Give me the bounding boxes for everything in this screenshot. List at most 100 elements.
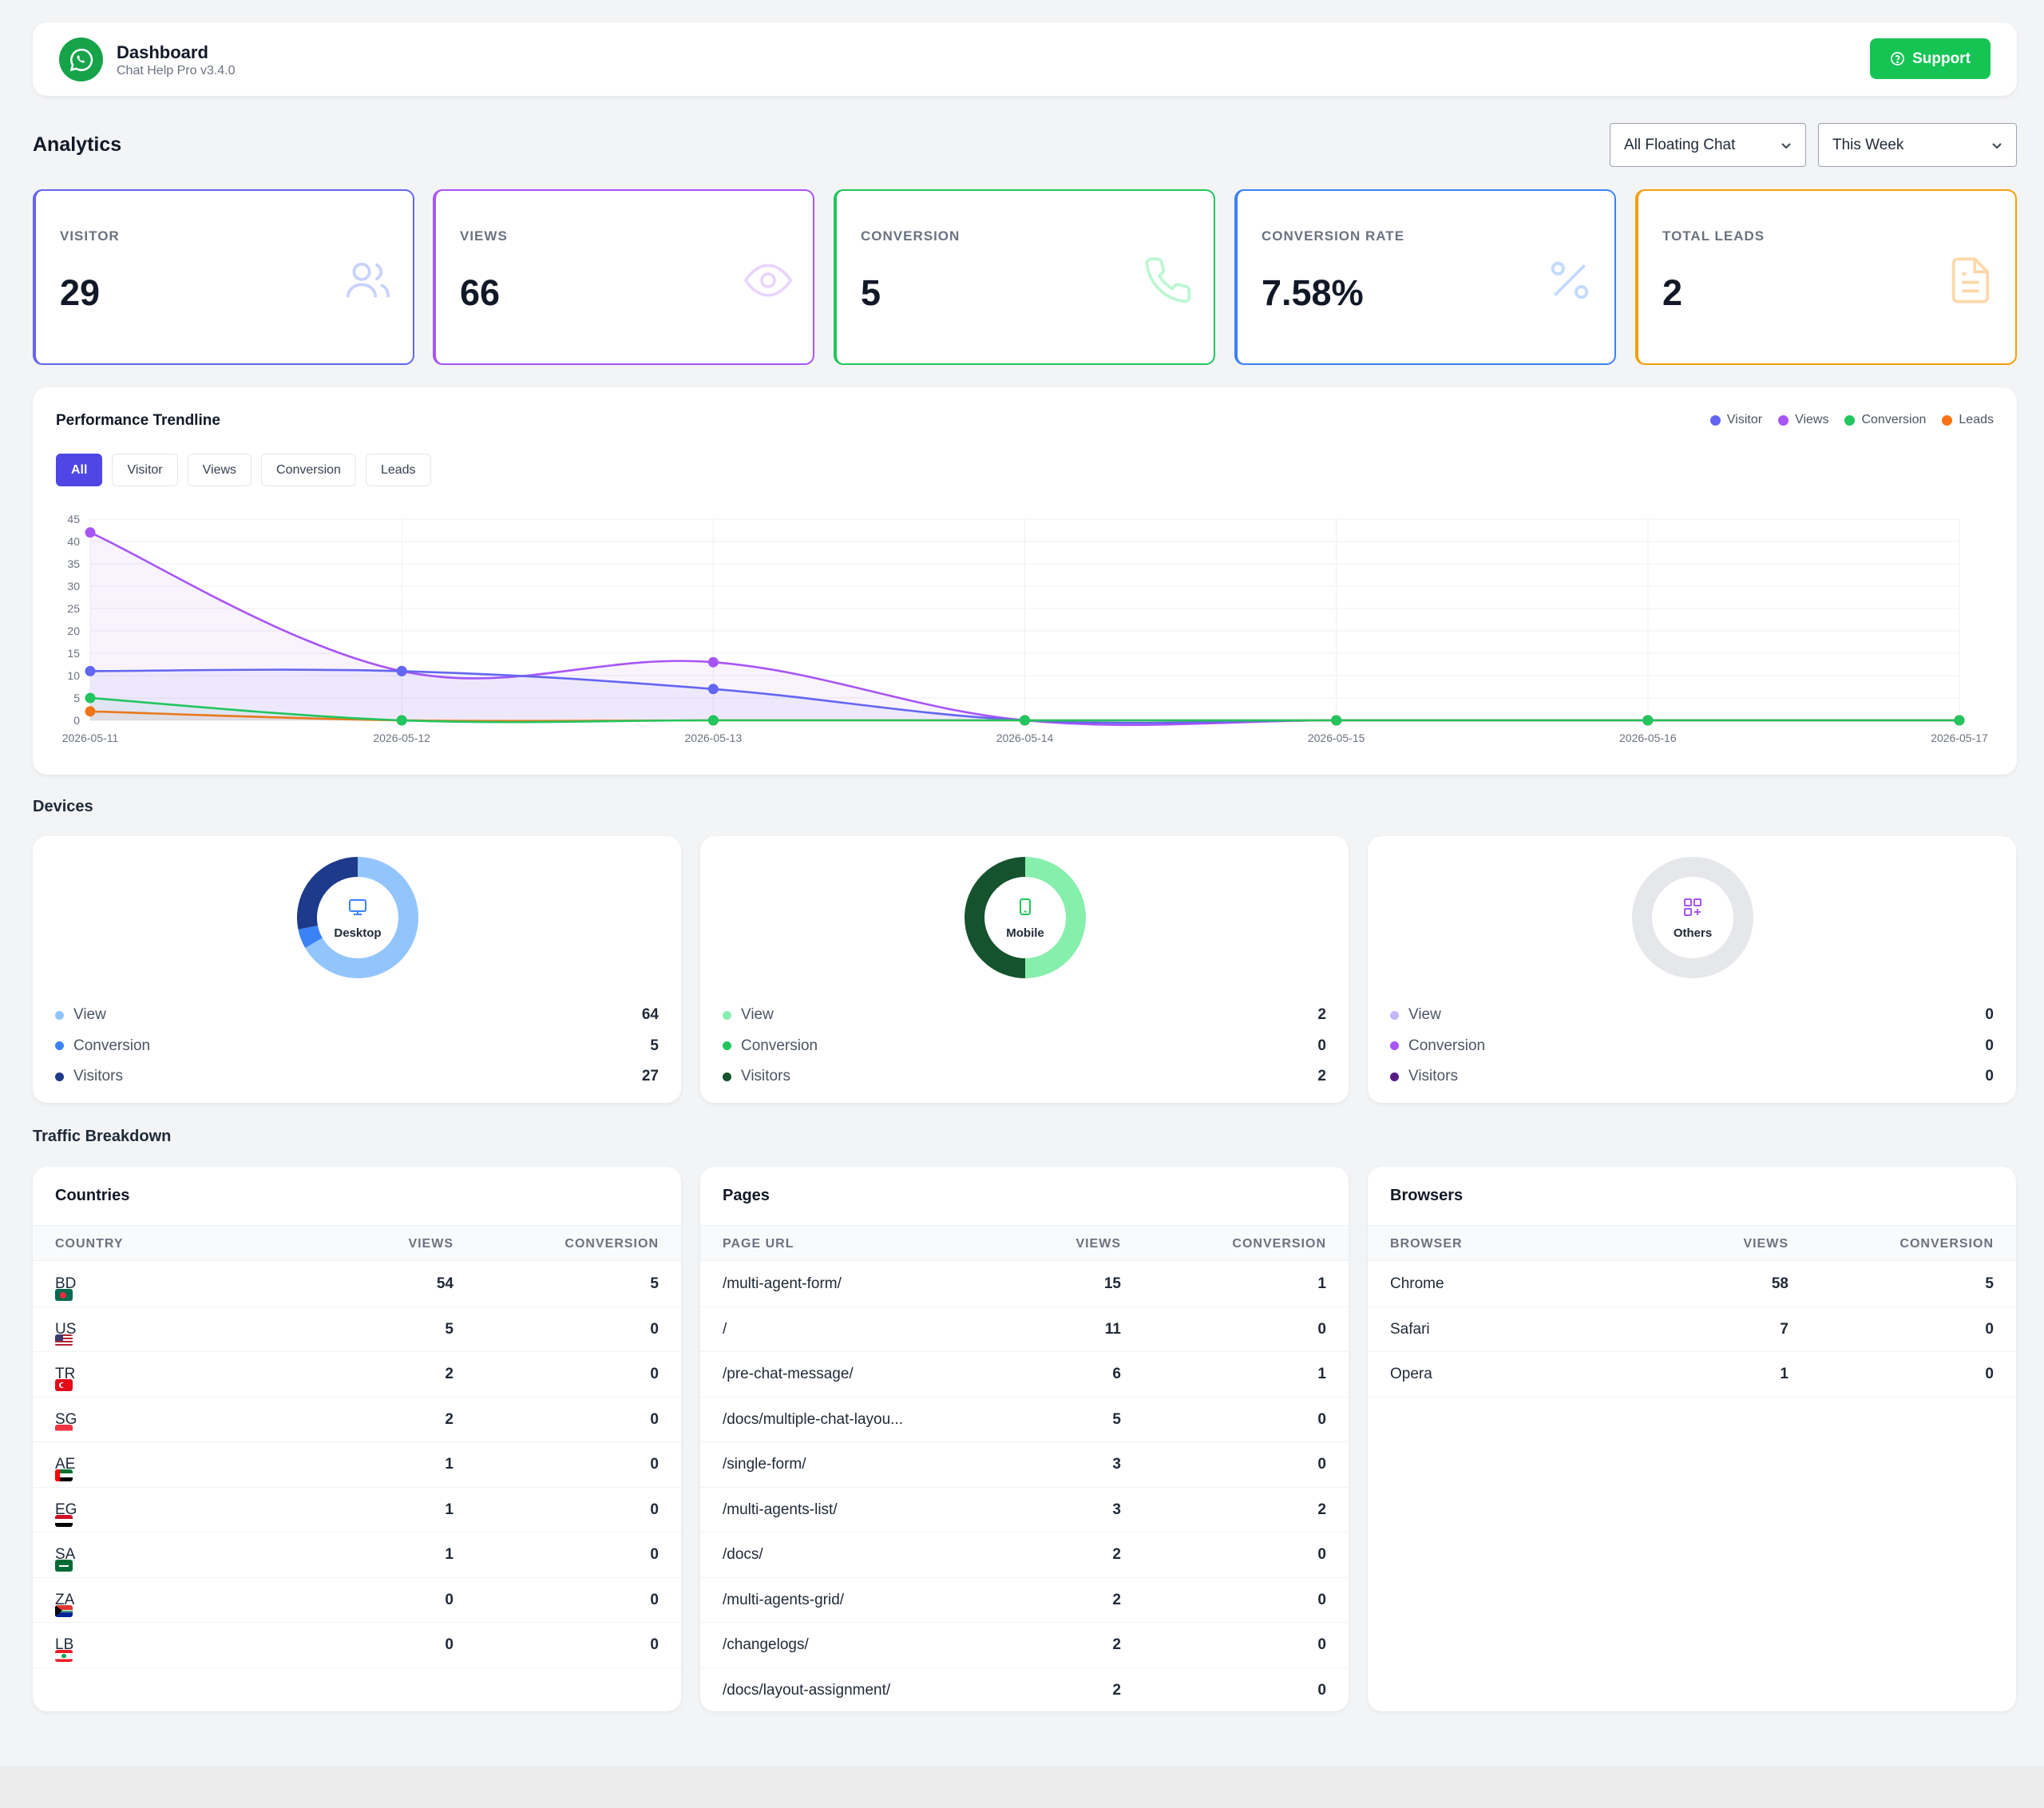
data-point[interactable] bbox=[85, 527, 96, 538]
device-stat-value: 2 bbox=[1317, 1068, 1326, 1085]
row-label: /docs/multiple-chat-layou... bbox=[723, 1410, 903, 1428]
row-label: /changelogs/ bbox=[723, 1636, 809, 1653]
stat-label: VISITOR bbox=[60, 228, 120, 244]
y-tick-label: 0 bbox=[73, 714, 80, 727]
donut-segment[interactable] bbox=[305, 857, 418, 978]
stat-value: 5 bbox=[861, 272, 881, 313]
device-stat-row: Conversion 0 bbox=[723, 1031, 1326, 1062]
views-cell: 3 bbox=[1112, 1456, 1121, 1473]
data-point[interactable] bbox=[85, 665, 96, 676]
data-point[interactable] bbox=[707, 656, 719, 668]
x-tick-label: 2026-05-11 bbox=[62, 732, 119, 744]
filter-conversion-button[interactable]: Conversion bbox=[261, 454, 356, 486]
donut-segment[interactable] bbox=[1024, 857, 1086, 978]
row-label: SG bbox=[55, 1410, 77, 1428]
views-cell: 58 bbox=[1771, 1275, 1788, 1292]
views-cell: 6 bbox=[1112, 1366, 1121, 1382]
percent-icon bbox=[1551, 261, 1589, 299]
conversion-cell: 0 bbox=[650, 1636, 659, 1653]
table-row: /pre-chat-message/6 1 bbox=[700, 1352, 1349, 1398]
stat-card-conversion-rate: CONVERSION RATE 7.58% bbox=[1234, 189, 1616, 365]
legend-item-conversion[interactable]: Conversion bbox=[1844, 413, 1926, 427]
y-tick-label: 5 bbox=[73, 692, 80, 704]
stat-card-conversion: CONVERSION 5 bbox=[834, 189, 1215, 365]
views-cell: 2 bbox=[445, 1410, 454, 1428]
legend-dot bbox=[723, 1010, 731, 1020]
donut-segment[interactable] bbox=[965, 857, 1026, 978]
data-point[interactable] bbox=[707, 715, 719, 726]
series-area bbox=[90, 698, 1959, 723]
data-point[interactable] bbox=[707, 684, 719, 695]
table-row: AE 1 0 bbox=[33, 1442, 681, 1488]
data-point[interactable] bbox=[1954, 715, 1965, 726]
device-stat-row: View 2 bbox=[723, 1000, 1326, 1031]
legend-item-leads[interactable]: Leads bbox=[1942, 413, 1994, 427]
conversion-cell: 1 bbox=[1317, 1366, 1326, 1382]
legend-dot bbox=[1390, 1072, 1399, 1081]
device-stat-value: 64 bbox=[641, 1006, 659, 1024]
stat-label: VIEWS bbox=[460, 228, 508, 244]
row-label: Safari bbox=[1390, 1320, 1430, 1338]
pages-table: Pages PAGE URL VIEWS CONVERSION/multi-agent… bbox=[700, 1167, 1349, 1713]
data-point[interactable] bbox=[1331, 715, 1342, 726]
table-row: /changelogs/2 0 bbox=[700, 1623, 1349, 1668]
table-row: Safari 7 0 bbox=[1368, 1307, 2016, 1352]
series-area bbox=[90, 711, 1959, 721]
data-point[interactable] bbox=[1020, 715, 1030, 726]
row-label-cell: AE bbox=[55, 1456, 75, 1481]
data-point[interactable] bbox=[396, 665, 407, 676]
period-select[interactable]: This Week bbox=[1818, 123, 2017, 167]
data-point[interactable] bbox=[85, 706, 96, 717]
device-card-desktop: Desktop View 64 Conversion 5 Visitors 27 bbox=[33, 836, 681, 1103]
legend-item-visitor[interactable]: Visitor bbox=[1709, 413, 1762, 427]
smartphone-icon bbox=[1020, 898, 1031, 915]
donut-segment[interactable] bbox=[297, 857, 358, 930]
table-row: /multi-agents-grid/2 0 bbox=[700, 1578, 1349, 1623]
table-header: PAGE URL VIEWS CONVERSION bbox=[700, 1225, 1349, 1261]
data-point[interactable] bbox=[396, 715, 407, 726]
device-stat-row: Visitors 0 bbox=[1390, 1061, 1994, 1092]
support-button[interactable]: Support bbox=[1870, 38, 1991, 79]
filter-leads-button[interactable]: Leads bbox=[365, 454, 431, 486]
data-point[interactable] bbox=[85, 692, 96, 704]
device-stat-row: Visitors 2 bbox=[723, 1061, 1326, 1092]
views-cell: 0 bbox=[445, 1591, 454, 1608]
period-select-value: This Week bbox=[1832, 136, 1904, 153]
row-label: SA bbox=[55, 1546, 76, 1563]
legend-label: Conversion bbox=[1861, 413, 1927, 426]
floating-chat-select[interactable]: All Floating Chat bbox=[1610, 123, 1806, 167]
stat-value: 29 bbox=[60, 272, 101, 313]
row-label-cell: SA bbox=[55, 1546, 76, 1572]
device-stat-label: Visitors bbox=[741, 1068, 790, 1085]
legend-item-views[interactable]: Views bbox=[1778, 413, 1828, 427]
flag-ae-icon bbox=[55, 1469, 73, 1481]
data-point[interactable] bbox=[1642, 715, 1654, 726]
row-label-cell: Chrome bbox=[1390, 1275, 1444, 1293]
flag-sa-icon bbox=[55, 1560, 73, 1572]
table-row: /docs/2 0 bbox=[700, 1532, 1349, 1578]
views-cell: 1 bbox=[1780, 1366, 1788, 1382]
row-label: LB bbox=[55, 1636, 74, 1653]
series-area bbox=[90, 669, 1959, 724]
filter-views-button[interactable]: Views bbox=[187, 454, 252, 486]
row-label: EG bbox=[55, 1501, 77, 1518]
table-row: /multi-agents-list/3 2 bbox=[700, 1488, 1349, 1532]
row-label-cell: /docs/layout-assignment/ bbox=[723, 1682, 890, 1699]
device-stat-row: Conversion 5 bbox=[55, 1031, 659, 1062]
row-label: /docs/ bbox=[723, 1546, 763, 1563]
x-tick-label: 2026-05-15 bbox=[1308, 732, 1365, 744]
x-tick-label: 2026-05-16 bbox=[1619, 732, 1677, 744]
support-label: Support bbox=[1912, 50, 1971, 67]
views-cell: 0 bbox=[445, 1636, 454, 1653]
filter-visitor-button[interactable]: Visitor bbox=[112, 454, 178, 486]
legend-dot bbox=[723, 1072, 731, 1081]
row-label-cell: ZA bbox=[55, 1592, 74, 1617]
row-label-cell: TR bbox=[55, 1366, 76, 1391]
device-stat-row: Conversion 0 bbox=[1390, 1031, 1994, 1062]
row-label: TR bbox=[55, 1366, 76, 1382]
filter-all-button[interactable]: All bbox=[56, 454, 103, 486]
device-stat-label: Visitors bbox=[73, 1068, 123, 1085]
donut-segment[interactable] bbox=[298, 925, 323, 948]
device-stat-label: View bbox=[1408, 1006, 1441, 1024]
legend-label: Leads bbox=[1959, 413, 1994, 426]
